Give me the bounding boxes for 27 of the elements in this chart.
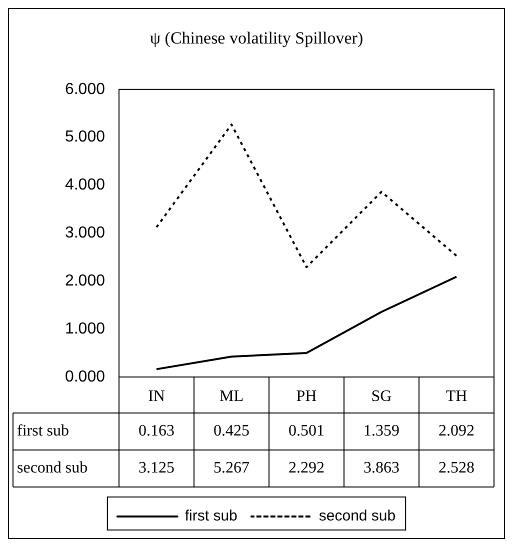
data-label: 3.125 xyxy=(138,460,174,477)
data-label: 0.501 xyxy=(288,422,324,440)
y-tick-label: 4.000 xyxy=(64,176,106,194)
chart-title: ψ (Chinese volatility Spillover) xyxy=(150,28,364,48)
data-label: 3.863 xyxy=(364,460,400,477)
x-tick-label: ML xyxy=(220,388,244,405)
x-tick-label: PH xyxy=(296,388,318,405)
y-tick-label: 6.000 xyxy=(64,80,106,98)
y-tick-label: 0.000 xyxy=(64,368,106,386)
text: first sub xyxy=(17,422,69,440)
x-tick-label: TH xyxy=(446,388,468,405)
data-label: 2.528 xyxy=(438,460,474,477)
y-tick-label: 5.000 xyxy=(64,128,106,146)
y-tick-label: 1.000 xyxy=(64,320,106,338)
text: second sub xyxy=(17,460,88,477)
data-label: 5.267 xyxy=(214,460,250,477)
y-tick-label: 3.000 xyxy=(64,224,106,242)
legend-label: second sub xyxy=(318,508,396,525)
x-tick-label: SG xyxy=(371,388,392,405)
data-label: 2.292 xyxy=(288,460,324,477)
y-tick-label: 2.000 xyxy=(64,272,106,290)
data-label: 1.359 xyxy=(364,422,400,440)
data-label: 0.163 xyxy=(138,422,174,440)
legend-label: first sub xyxy=(184,508,238,525)
x-tick-label: IN xyxy=(148,388,166,405)
data-label: 0.425 xyxy=(214,422,250,440)
data-label: 2.092 xyxy=(438,422,474,440)
